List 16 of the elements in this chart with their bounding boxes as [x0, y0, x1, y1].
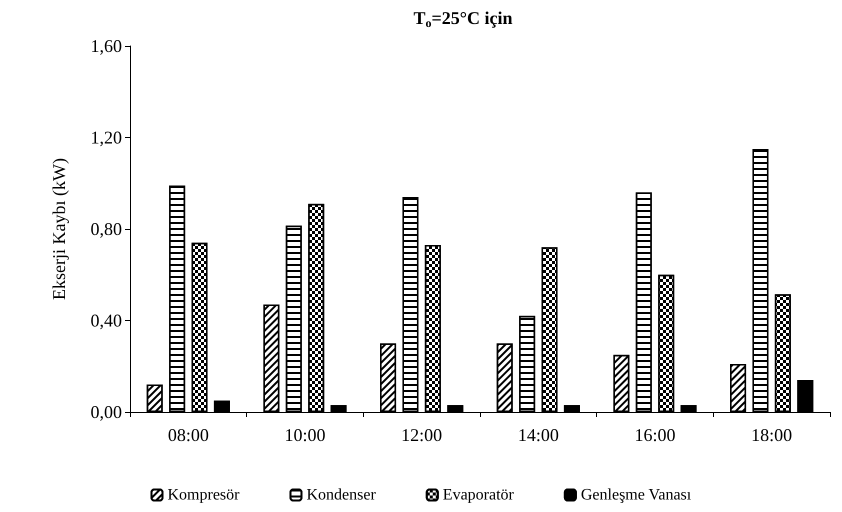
- x-tick-label: 10:00: [284, 425, 326, 445]
- legend-label: Genleşme Vanası: [580, 486, 692, 504]
- y-axis-title: Ekserji Kaybı (kW): [49, 158, 69, 300]
- x-tick-label: 18:00: [751, 425, 792, 445]
- legend-label: Kondenser: [306, 486, 376, 504]
- y-tick-label: 0,00: [90, 402, 122, 422]
- legend-label: Kompresör: [167, 486, 240, 504]
- x-tick-label: 12:00: [401, 425, 442, 445]
- x-tick-label: 14:00: [518, 425, 559, 445]
- x-tick-label: 16:00: [634, 425, 676, 445]
- x-tick-label: 08:00: [168, 425, 209, 445]
- y-tick-label: 0,40: [90, 310, 122, 330]
- y-tick-label: 0,80: [90, 219, 122, 239]
- y-tick-label: 1,60: [90, 36, 122, 56]
- legend-label: Evaporatör: [442, 486, 515, 504]
- y-tick-label: 1,20: [90, 128, 122, 148]
